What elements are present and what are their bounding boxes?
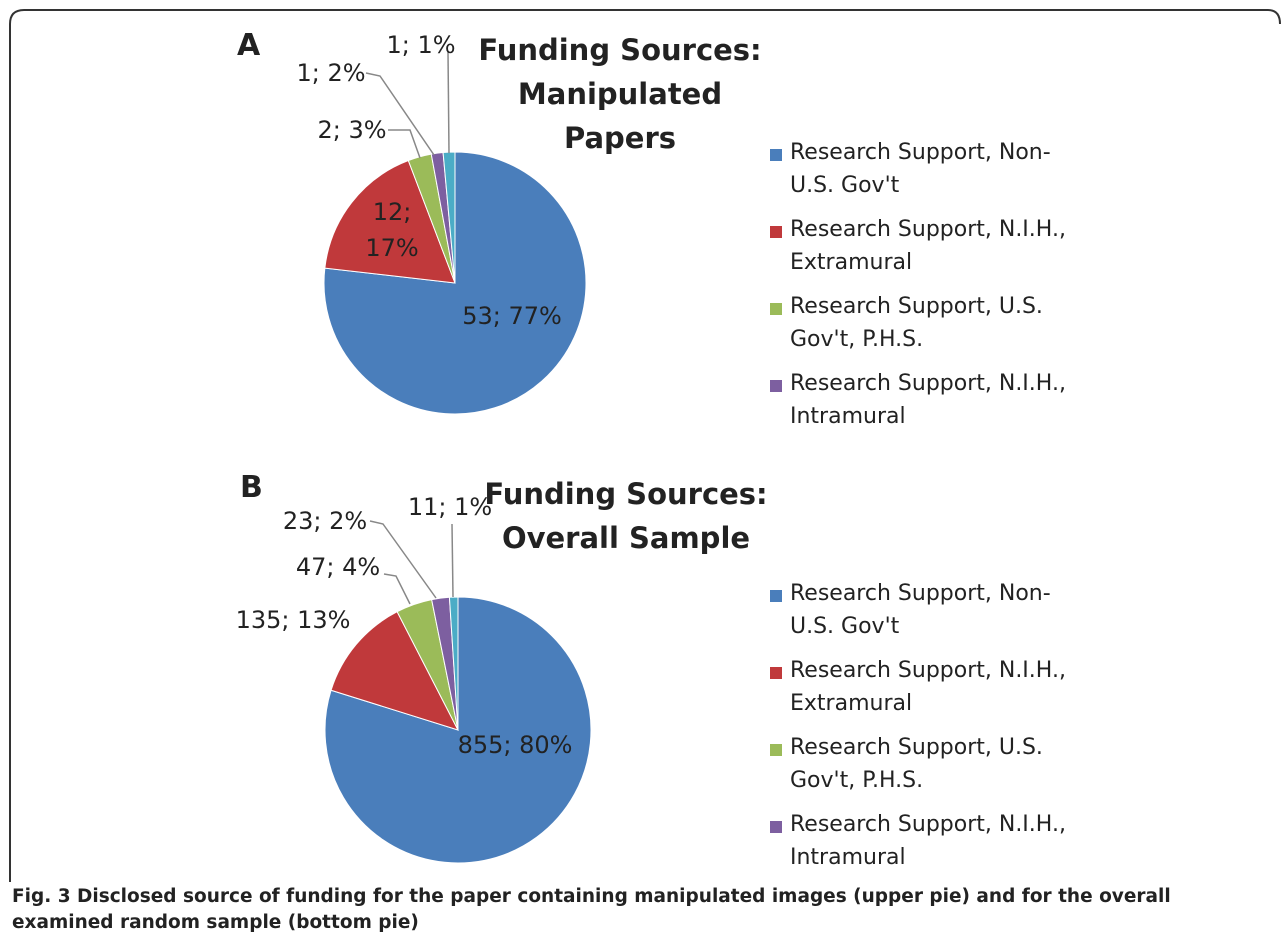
- legend-entry: Research Support, U.S. Gov't, P.H.S.: [768, 290, 1090, 356]
- legend-marker: [770, 380, 782, 392]
- pie-slice: [324, 159, 456, 284]
- data-label: 1; 2%: [296, 59, 366, 87]
- legend-marker: [770, 590, 782, 602]
- panel-letter: A: [237, 28, 261, 63]
- data-label: 23; 2%: [282, 507, 368, 535]
- leader-line: [388, 129, 421, 159]
- legend-entry: Research Support, N.I.H., Extramural: [768, 654, 1090, 720]
- legend-marker: [770, 744, 782, 756]
- leader-line: [365, 72, 435, 156]
- legend-marker: [770, 149, 782, 161]
- frame: [9, 9, 1281, 882]
- chart-title: Funding Sources: Manipulated Papers: [478, 33, 762, 155]
- legend-marker: [770, 303, 782, 315]
- legend-label: Research Support, N.I.H., Extramural: [790, 658, 1066, 716]
- legend-label: Research Support, U.S. Gov't, P.H.S.: [790, 735, 1043, 793]
- data-label: 53; 77%: [462, 302, 562, 330]
- data-label: 12; 17%: [365, 198, 419, 262]
- legend-label: Research Support, U.S. Gov't, P.H.S.: [790, 294, 1043, 352]
- legend-label: Research Support, Non-U.S. Gov't: [790, 581, 1051, 639]
- legend-label: Research Support, N.I.H., Intramural: [790, 812, 1066, 870]
- leader-line: [369, 520, 437, 599]
- legend-label: Research Support, N.I.H., Intramural: [790, 371, 1066, 429]
- leader-line: [447, 51, 450, 154]
- legend-label: Research Support, N.I.H., Extramural: [790, 217, 1066, 275]
- data-label: 1; 1%: [386, 31, 456, 59]
- legend-entry: Research Support, Non-U.S. Gov't: [768, 136, 1090, 202]
- data-label: 135; 13%: [235, 606, 351, 634]
- data-label: 2; 3%: [317, 116, 387, 144]
- legend-marker: [770, 821, 782, 833]
- leader-line: [451, 523, 454, 598]
- leader-line: [383, 573, 411, 605]
- legend-label: Research Support, Non-U.S. Gov't: [790, 140, 1051, 198]
- legend-entry: Research Support, U.S. Gov't, P.H.S.: [768, 731, 1090, 797]
- legend-entry: Research Support, Non-U.S. Gov't: [768, 577, 1090, 643]
- chart-title: Funding Sources: Overall Sample: [484, 477, 768, 555]
- legend-entry: Research Support, N.I.H., Extramural: [768, 213, 1090, 279]
- legend-marker: [770, 226, 782, 238]
- data-label: 855; 80%: [457, 731, 573, 759]
- pie-slice: [448, 596, 459, 731]
- legend-entry: Research Support, N.I.H., Intramural: [768, 367, 1090, 433]
- panel-letter: B: [240, 470, 263, 505]
- legend-entry: Research Support, N.I.H., Intramural: [768, 808, 1090, 874]
- caption: Fig. 3 Disclosed source of funding for t…: [0, 882, 1282, 939]
- pie-slice: [330, 611, 459, 731]
- legend-marker: [770, 667, 782, 679]
- data-label: 11; 1%: [407, 493, 493, 521]
- data-label: 47; 4%: [295, 553, 381, 581]
